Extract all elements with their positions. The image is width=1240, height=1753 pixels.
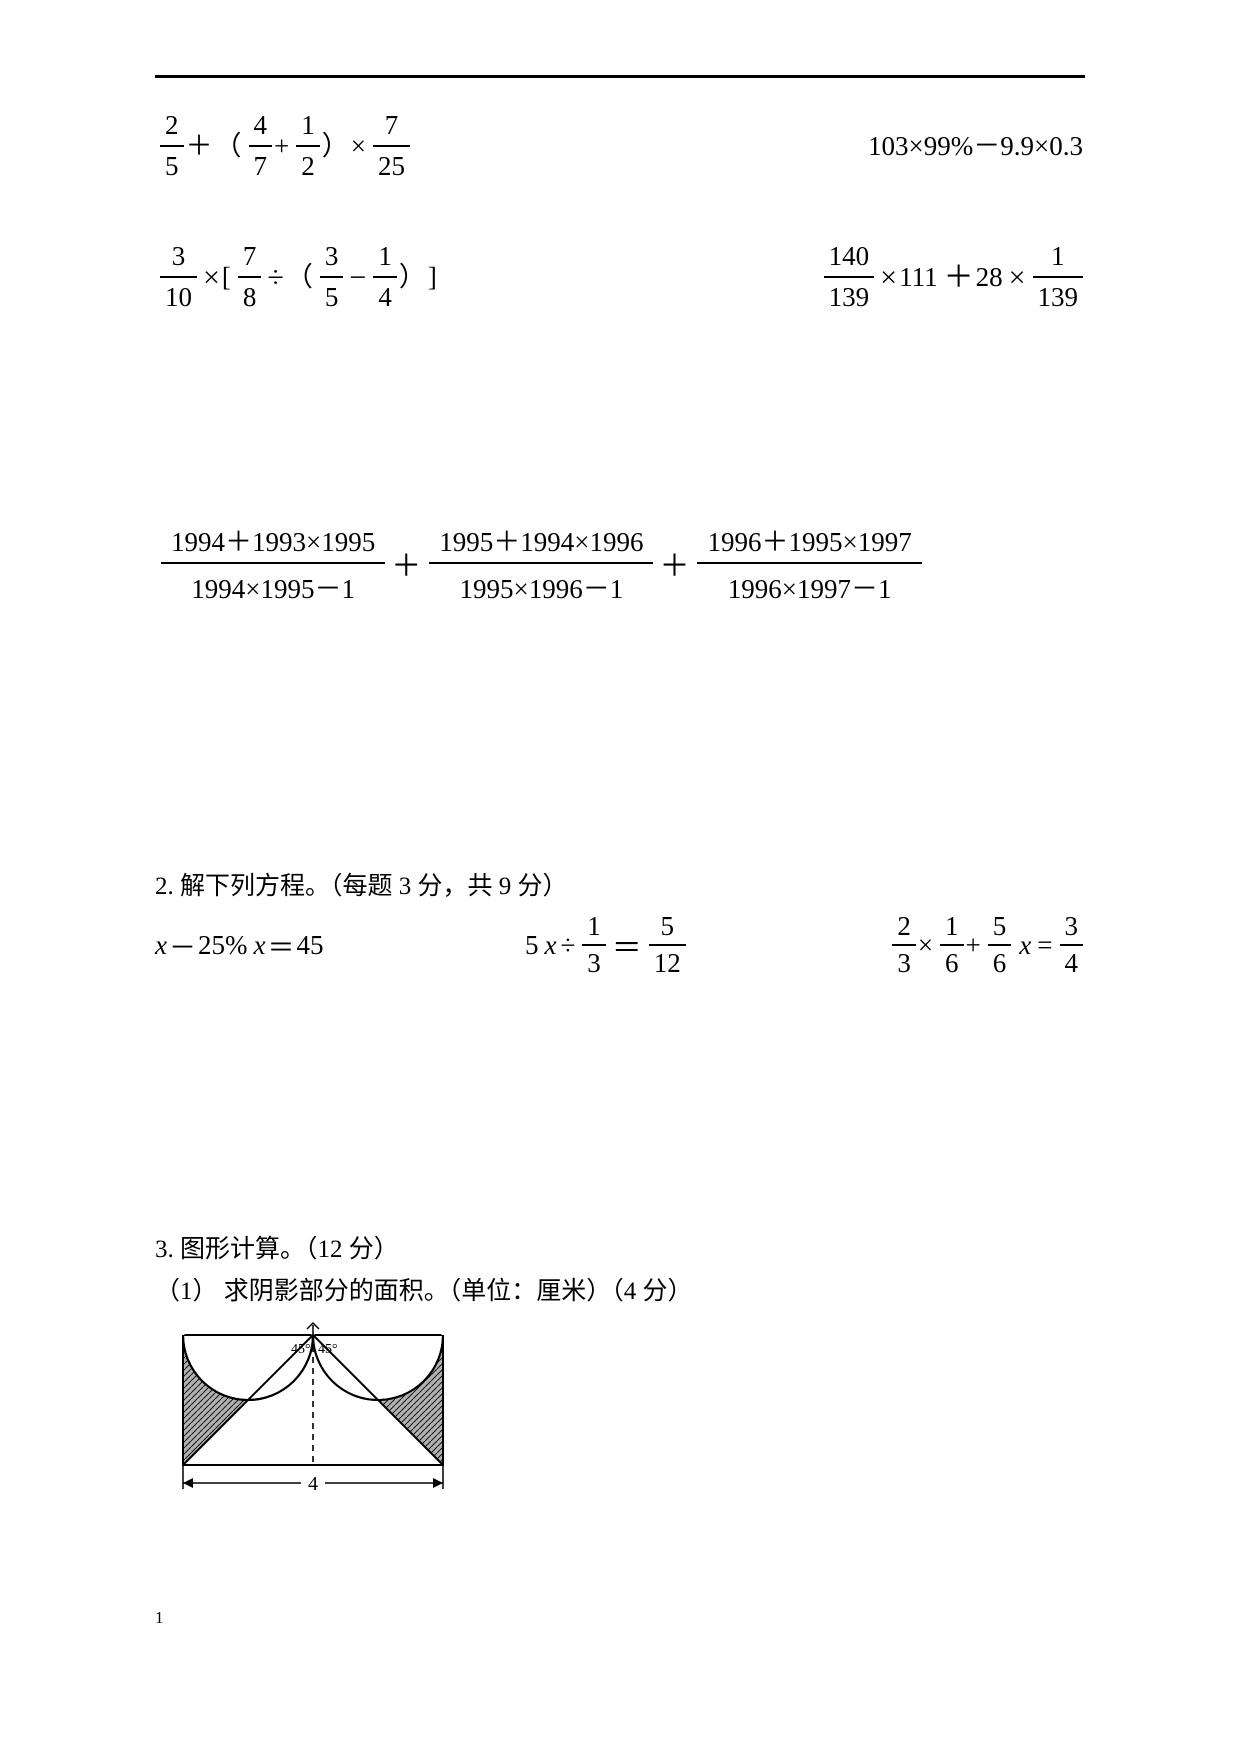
op-times: × bbox=[918, 930, 933, 961]
op-eq: ＝ bbox=[267, 926, 294, 965]
op-times: × bbox=[351, 129, 366, 164]
num-111: 111 bbox=[899, 260, 938, 295]
section-3-heading: 3. 图形计算。（12 分） bbox=[155, 1229, 1085, 1265]
lbracket: [ bbox=[222, 260, 231, 295]
section-2-heading: 2. 解下列方程。（每题 3 分，共 9 分） bbox=[155, 866, 1085, 902]
bigfrac-3: 1996＋1995×1997 1996×1997－1 bbox=[697, 520, 921, 606]
eq-a: x － 25% x ＝ 45 bbox=[155, 911, 325, 979]
frac-7-8: 7 8 bbox=[238, 239, 262, 315]
spacer bbox=[155, 315, 1085, 520]
frac-3-5: 3 5 bbox=[320, 239, 344, 315]
op-plus: ＋ bbox=[944, 258, 974, 297]
section-3-sub1: （1） 求阴影部分的面积。（单位：厘米）（4 分） bbox=[155, 1271, 1085, 1307]
bigfrac-2: 1995＋1994×1996 1995×1996－1 bbox=[429, 520, 653, 606]
frac-2-5: 2 5 bbox=[160, 108, 184, 184]
rbracket: ] bbox=[428, 260, 437, 295]
op-minus: − bbox=[349, 258, 366, 297]
spacer bbox=[155, 606, 1085, 866]
rparen: ） bbox=[399, 260, 426, 295]
op-div: ÷ bbox=[267, 258, 283, 297]
lparen: （ bbox=[286, 260, 313, 295]
op-times: × bbox=[880, 258, 897, 297]
frac-4-7: 4 7 bbox=[249, 108, 273, 184]
op-plus: + bbox=[274, 129, 289, 164]
angle-right-label: 45° bbox=[318, 1342, 338, 1357]
math-row-2: 3 10 × [ 7 8 ÷ （ 3 5 − 1 4 ） ] bbox=[155, 239, 1085, 315]
expr-1-left: 2 5 ＋ （ 4 7 + 1 2 ） × 7 25 bbox=[155, 108, 412, 184]
rparen: ） bbox=[322, 129, 349, 164]
frac-140-139: 140 139 bbox=[824, 239, 875, 315]
angle-left-label: 45° bbox=[291, 1342, 311, 1357]
frac-1-3: 1 3 bbox=[582, 911, 606, 979]
eq-b: 5 x ÷ 1 3 ＝ 5 12 bbox=[525, 911, 688, 979]
pct-25: 25% bbox=[198, 930, 248, 961]
frac-3-10: 3 10 bbox=[160, 239, 197, 315]
op-eq: = bbox=[1037, 930, 1052, 961]
num-28: 28 bbox=[976, 260, 1003, 295]
op-plus: + bbox=[966, 930, 981, 961]
big-expression: 1994＋1993×1995 1994×1995－1 ＋ 1995＋1994×1… bbox=[155, 520, 1085, 606]
expr-2-left: 3 10 × [ 7 8 ÷ （ 3 5 − 1 4 ） ] bbox=[155, 239, 439, 315]
top-rule bbox=[155, 75, 1085, 78]
math-row-1: 2 5 ＋ （ 4 7 + 1 2 ） × 7 25 103×99%－9.9×0… bbox=[155, 108, 1085, 184]
expr-text: 103×99%－9.9×0.3 bbox=[868, 129, 1083, 164]
frac-3-4: 3 4 bbox=[1060, 911, 1084, 979]
op-plus: ＋ bbox=[659, 541, 689, 585]
expr-1-right: 103×99%－9.9×0.3 bbox=[868, 108, 1085, 184]
frac-1-4: 1 4 bbox=[373, 239, 397, 315]
equations-row: x － 25% x ＝ 45 5 x ÷ 1 3 ＝ 5 12 2 3 bbox=[155, 911, 1085, 979]
frac-1-139: 1 139 bbox=[1033, 239, 1084, 315]
base-label: 4 bbox=[308, 1473, 318, 1495]
shaded-figure: 45° 45° 4 bbox=[173, 1315, 453, 1505]
page: 2 5 ＋ （ 4 7 + 1 2 ） × 7 25 103×99%－9.9×0… bbox=[0, 0, 1240, 1753]
coef-5: 5 bbox=[525, 930, 539, 961]
op-div: ÷ bbox=[560, 930, 575, 961]
var-x: x bbox=[155, 930, 167, 961]
frac-7-25: 7 25 bbox=[373, 108, 410, 184]
var-x: x bbox=[253, 930, 265, 961]
num-45: 45 bbox=[296, 930, 323, 961]
frac-5-6: 5 6 bbox=[988, 911, 1012, 979]
frac-1-2: 1 2 bbox=[296, 108, 320, 184]
spacer bbox=[155, 979, 1085, 1229]
op-eq: ＝ bbox=[612, 923, 642, 967]
expr-2-right: 140 139 × 111 ＋ 28 × 1 139 bbox=[819, 239, 1085, 315]
bigfrac-1: 1994＋1993×1995 1994×1995－1 bbox=[161, 520, 385, 606]
lparen: （ bbox=[215, 129, 242, 164]
frac-1-6: 1 6 bbox=[940, 911, 964, 979]
op-times: × bbox=[1009, 258, 1026, 297]
frac-5-12: 5 12 bbox=[649, 911, 686, 979]
eq-c: 2 3 × 1 6 + 5 6 x = 3 4 bbox=[887, 911, 1085, 979]
op-times: × bbox=[203, 258, 220, 297]
var-x: x bbox=[544, 930, 556, 961]
op-minus: － bbox=[169, 926, 196, 965]
op-plus: ＋ bbox=[186, 129, 213, 164]
page-number: 1 bbox=[155, 1608, 164, 1628]
frac-2-3: 2 3 bbox=[892, 911, 916, 979]
op-plus: ＋ bbox=[391, 541, 421, 585]
var-x: x bbox=[1019, 930, 1031, 961]
